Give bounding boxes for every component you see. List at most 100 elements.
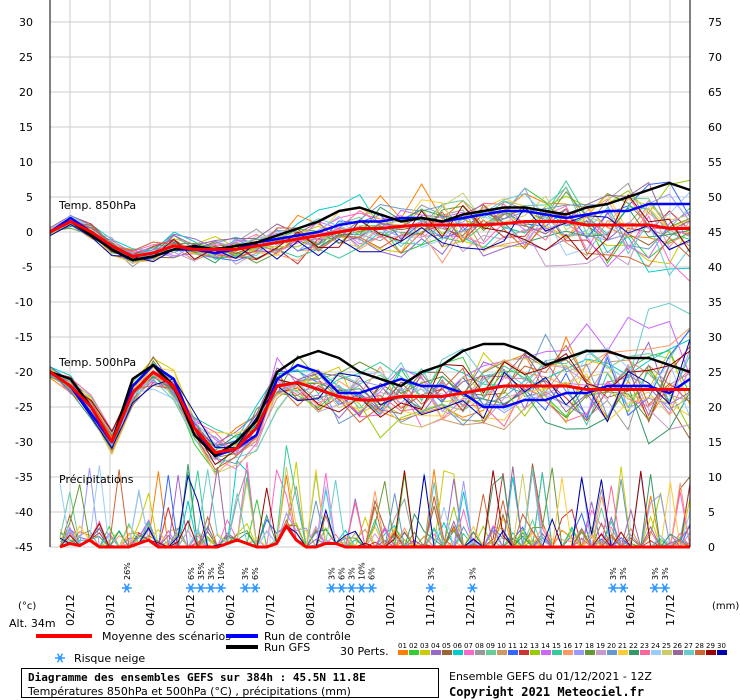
- run-label: Ensemble GEFS du 01/12/2021 - 12Z: [449, 670, 652, 683]
- pert-color-swatch: [409, 650, 419, 655]
- right-tick-label: 45: [708, 226, 722, 239]
- left-tick-label: -15: [15, 331, 33, 344]
- snowflake-icon: [195, 583, 206, 593]
- right-tick-label: 60: [708, 121, 722, 134]
- snowflake-icon: [346, 583, 357, 593]
- snow-percent-label: 3%: [619, 567, 628, 580]
- x-tick-label: 16/12: [624, 594, 637, 626]
- snow-percent-label: 6%: [187, 567, 196, 580]
- snow-percent-label: 3%: [468, 567, 477, 580]
- pert-color-swatch: [618, 650, 628, 655]
- pert-number-label: 06: [453, 642, 462, 650]
- legend-gfs-label: Run GFS: [264, 641, 310, 654]
- pert-color-swatch: [684, 650, 694, 655]
- snowflake-icon: [205, 583, 216, 593]
- label-t850: Temp. 850hPa: [58, 199, 136, 212]
- pert-color-swatch: [497, 650, 507, 655]
- snow-percent-label: 3%: [328, 567, 337, 580]
- legend-control-label: Run de contrôle: [264, 630, 351, 643]
- pert-number-label: 01: [398, 642, 407, 650]
- x-tick-label: 11/12: [424, 594, 437, 626]
- right-tick-label: 65: [708, 86, 722, 99]
- left-tick-label: 5: [26, 191, 33, 204]
- left-tick-label: 15: [19, 121, 33, 134]
- perturbation-line-850: [49, 204, 691, 268]
- pert-color-swatch: [552, 650, 562, 655]
- label-t500: Temp. 500hPa: [58, 356, 136, 369]
- pert-number-label: 20: [607, 642, 616, 650]
- chart-title: Diagramme des ensembles GEFS sur 384h : …: [28, 671, 366, 684]
- right-tick-label: 15: [708, 436, 722, 449]
- pert-number-label: 21: [618, 642, 627, 650]
- x-tick-label: 15/12: [584, 594, 597, 626]
- pert-number-label: 17: [574, 642, 583, 650]
- x-tick-label: 06/12: [224, 594, 237, 626]
- chart-grid: [50, 0, 690, 548]
- snowflake-icon: [55, 653, 65, 663]
- snow-percent-label: 3%: [609, 567, 618, 580]
- left-tick-label: -5: [22, 261, 33, 274]
- pert-number-label: 13: [530, 642, 539, 650]
- pert-color-swatch: [662, 650, 672, 655]
- mean-line-precip: [59, 523, 690, 549]
- mean-line-850: [49, 220, 690, 258]
- pert-color-swatch: [673, 650, 683, 655]
- left-tick-label: 0: [26, 226, 33, 239]
- legend-perts-label: 30 Perts.: [340, 645, 389, 658]
- snowflake-icon: [618, 583, 629, 593]
- pert-color-swatch: [574, 650, 584, 655]
- pert-number-label: 28: [695, 642, 704, 650]
- label-precip: Précipitations: [59, 473, 134, 486]
- snowflake-icon: [121, 583, 132, 593]
- copyright: Copyright 2021 Meteociel.fr: [449, 685, 645, 699]
- snowflake-icon: [185, 583, 196, 593]
- pert-color-swatch: [596, 650, 606, 655]
- snow-percent-label: 6%: [368, 567, 377, 580]
- pert-color-swatch: [475, 650, 485, 655]
- x-tick-label: 10/12: [384, 594, 397, 626]
- snowflake-icon: [659, 583, 670, 593]
- snow-percent-label: 3%: [348, 567, 357, 580]
- pert-number-label: 23: [640, 642, 649, 650]
- x-tick-label: 12/12: [464, 594, 477, 626]
- pert-number-label: 12: [519, 642, 528, 650]
- right-tick-label: 55: [708, 156, 722, 169]
- x-tick-label: 08/12: [304, 594, 317, 626]
- pert-color-swatch: [442, 650, 452, 655]
- snow-percent-label: 3%: [427, 567, 436, 580]
- pert-number-label: 04: [431, 642, 440, 650]
- right-tick-label: 50: [708, 191, 722, 204]
- pert-color-swatch: [508, 650, 518, 655]
- gfs-line-500: [49, 342, 691, 458]
- snow-percent-label: 3%: [651, 567, 660, 580]
- perturbation-line-850: [49, 193, 691, 264]
- left-tick-label: -45: [15, 541, 33, 554]
- pert-color-swatch: [519, 650, 529, 655]
- pert-number-label: 18: [585, 642, 594, 650]
- left-tick-label: -10: [15, 296, 33, 309]
- snow-percent-label: 6%: [251, 567, 260, 580]
- left-unit-label: (°c): [18, 601, 36, 612]
- perturbation-line-850: [49, 205, 691, 282]
- pert-number-label: 15: [552, 642, 561, 650]
- pert-color-swatch: [717, 650, 727, 655]
- snowflake-icon: [215, 583, 226, 593]
- x-tick-label: 03/12: [104, 594, 117, 626]
- perturbation-lines: [49, 179, 691, 549]
- pert-number-label: 22: [629, 642, 638, 650]
- pert-color-swatch: [453, 650, 463, 655]
- right-unit-label: (mm): [712, 601, 739, 612]
- pert-color-swatch: [464, 650, 474, 655]
- snow-percent-label: 35%: [197, 562, 206, 580]
- pert-number-label: 07: [464, 642, 473, 650]
- perturbation-line-500: [49, 344, 691, 471]
- pert-number-label: 25: [662, 642, 671, 650]
- pert-number-label: 30: [717, 642, 726, 650]
- x-tick-label: 13/12: [504, 594, 517, 626]
- pert-number-label: 26: [673, 642, 682, 650]
- right-tick-label: 20: [708, 401, 722, 414]
- altitude-label: Alt. 34m: [9, 617, 56, 630]
- x-tick-label: 17/12: [664, 594, 677, 626]
- left-tick-label: -30: [15, 436, 33, 449]
- pert-color-swatch: [651, 650, 661, 655]
